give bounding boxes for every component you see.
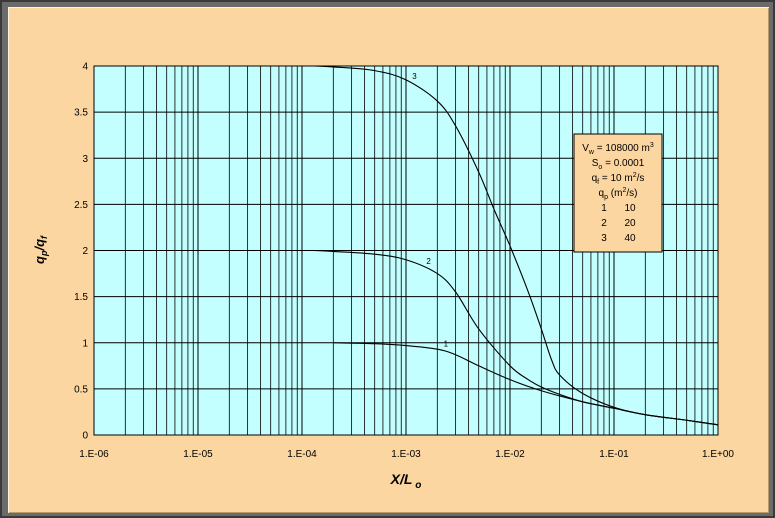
- x-tick-label: 1.E-05: [183, 449, 213, 460]
- y-tick-label: 3: [82, 154, 88, 165]
- series-3-line: [313, 65, 719, 426]
- grid: [93, 65, 719, 436]
- y-tick-label: 0: [82, 431, 88, 442]
- legend-table-curve: 2: [601, 218, 607, 229]
- legend-table-value: 20: [624, 218, 636, 229]
- x-tick-label: 1.E+00: [702, 449, 734, 460]
- legend-table-curve: 3: [601, 233, 607, 244]
- legend-line: So = 0.0001: [592, 158, 645, 171]
- series-1-label: 1: [444, 340, 449, 349]
- legend-table-value: 40: [624, 233, 636, 244]
- x-axis-title: X/L o: [390, 471, 422, 491]
- curves: 1 2 3: [313, 65, 719, 426]
- y-tick-label: 1.5: [74, 292, 88, 303]
- legend-line: qp (m2/s): [599, 187, 638, 201]
- series-2-label: 2: [426, 257, 431, 266]
- y-tick-label: 3.5: [74, 108, 88, 119]
- x-tick-label: 1.E-02: [495, 449, 525, 460]
- x-tick-label: 1.E-06: [79, 449, 109, 460]
- legend-table-curve: 1: [601, 203, 607, 214]
- x-tick-labels: 1.E-06 1.E-05 1.E-04 1.E-03 1.E-02 1.E-01 1.E+…: [79, 449, 734, 460]
- x-tick-label: 1.E-04: [287, 449, 317, 460]
- y-tick-labels: 0 0.5 1 1.5 2 2.5 3 3.5 4: [74, 62, 88, 442]
- y-axis-title: qp/qf: [32, 235, 49, 264]
- y-tick-label: 2.5: [74, 200, 88, 211]
- series-3-label: 3: [412, 72, 417, 81]
- x-tick-label: 1.E-01: [599, 449, 629, 460]
- y-tick-label: 2: [82, 246, 88, 257]
- y-tick-label: 0.5: [74, 384, 88, 395]
- x-tick-label: 1.E-03: [391, 449, 421, 460]
- y-tick-label: 1: [82, 338, 88, 349]
- legend-table-value: 10: [624, 203, 636, 214]
- y-tick-label: 4: [82, 62, 88, 73]
- legend-line: qf = 10 m2/s: [592, 172, 645, 186]
- legend-line: Vw = 108000 m3: [582, 142, 654, 156]
- legend-box: [573, 133, 663, 253]
